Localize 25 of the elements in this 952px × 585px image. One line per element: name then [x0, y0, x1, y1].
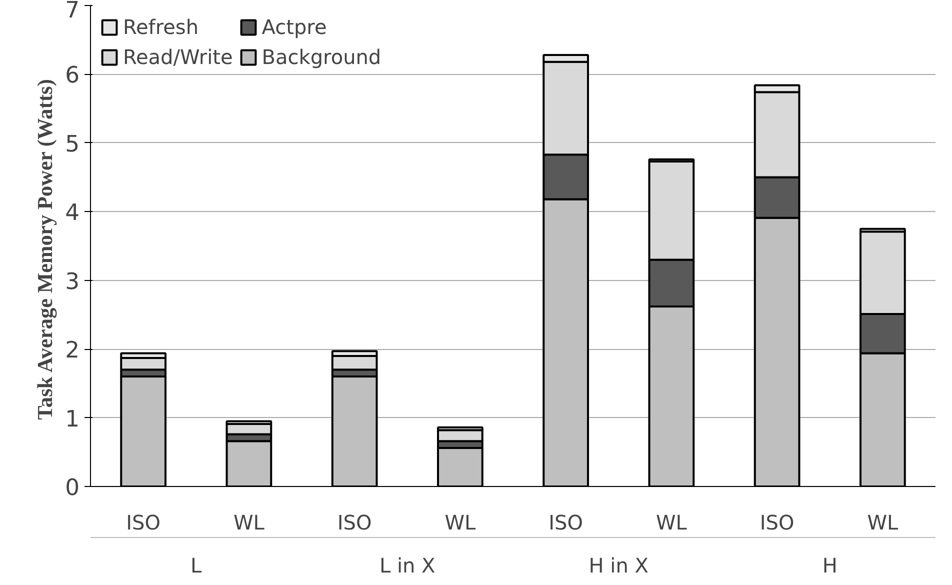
y-axis-title: Task Average Memory Power (Watts)	[33, 79, 58, 420]
x-tick-label: WL	[444, 510, 477, 534]
y-tick-label: 0	[65, 475, 80, 501]
y-tick-label: 2	[65, 338, 80, 364]
y-tick-label: 1	[65, 406, 80, 432]
x-tick-label: ISO	[760, 510, 794, 534]
y-tick-label: 6	[65, 62, 80, 89]
x-tick-label: ISO	[548, 510, 583, 534]
text: L	[190, 554, 203, 578]
y-tick-label: 5	[65, 131, 80, 158]
legend-label: Refresh	[123, 15, 199, 39]
y-tick-label: 4	[65, 200, 80, 226]
x-tick-label: WL	[867, 510, 900, 534]
x-tick-label: ISO	[337, 510, 372, 534]
text: H	[822, 554, 838, 578]
legend-label: Background	[262, 45, 382, 69]
y-tick-label: 7	[65, 0, 80, 24]
text: L in X	[379, 554, 436, 578]
legend-label: Read/Write	[123, 45, 233, 69]
text: H in X	[588, 554, 649, 578]
x-tick-label: WL	[656, 510, 688, 534]
legend-label: Actpre	[262, 15, 327, 39]
x-tick-label: WL	[233, 510, 266, 534]
y-tick-label: 3	[65, 268, 80, 295]
x-tick-label: ISO	[126, 510, 160, 534]
